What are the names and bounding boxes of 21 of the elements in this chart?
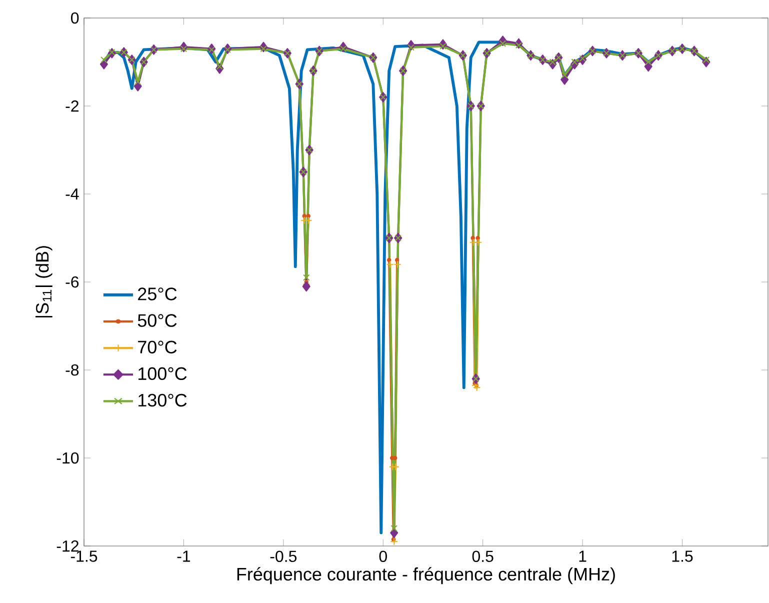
legend-label: 100°C	[138, 367, 187, 380]
legend-label: 50°C	[138, 314, 177, 327]
x-tick-label: 1.5	[672, 550, 693, 562]
y-tick-label: -2	[66, 100, 78, 112]
x-tick-label: -0.5	[270, 550, 297, 562]
y-tick-label: 0	[71, 12, 79, 24]
y-tick-label: -4	[66, 188, 79, 200]
x-tick-label: 1	[579, 550, 586, 562]
legend-label: 70°C	[138, 340, 177, 354]
y-tick-label: -12	[56, 540, 78, 552]
x-tick-label: -1	[177, 550, 190, 562]
x-axis-title: Fréquence courante - fréquence centrale (MHz)	[237, 567, 615, 584]
x-tick-label: -1.5	[70, 550, 98, 562]
y-tick-label: -10	[56, 452, 79, 464]
y-tick-label: -6	[66, 276, 79, 288]
y-tick-label: -8	[66, 364, 79, 376]
legend-label: 130°C	[138, 394, 187, 407]
y-axis-title: |S$_{11}$| (dB)	[35, 246, 52, 318]
x-tick-label: 0.5	[472, 550, 494, 562]
legend-label: 25°C	[138, 288, 177, 300]
x-tick-label: 0	[379, 550, 387, 562]
